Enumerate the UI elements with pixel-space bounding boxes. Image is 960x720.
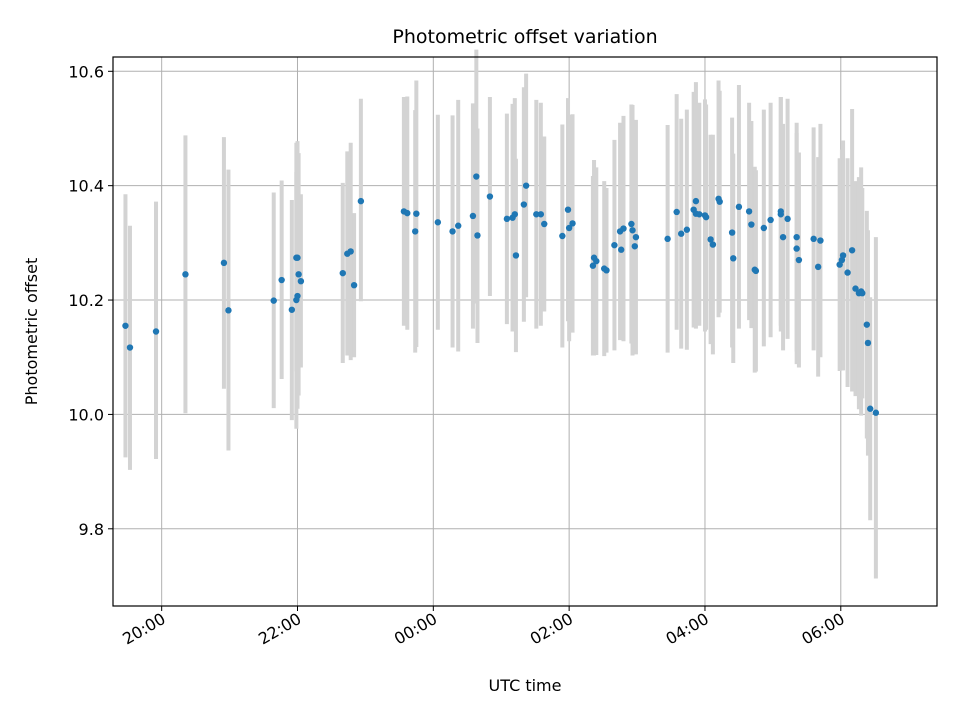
- data-point: [784, 215, 791, 223]
- data-point: [533, 211, 540, 218]
- data-point: [848, 247, 856, 254]
- data-point: [716, 198, 723, 205]
- data-point: [220, 259, 228, 267]
- data-point: [859, 289, 866, 297]
- data-point: [760, 224, 768, 232]
- data-point: [730, 255, 737, 262]
- data-point: [748, 221, 755, 228]
- data-point: [449, 228, 456, 235]
- data-point: [469, 212, 477, 220]
- data-point: [745, 208, 753, 215]
- data-point: [864, 339, 872, 347]
- data-point: [511, 211, 519, 218]
- data-point: [404, 209, 411, 217]
- data-point: [618, 246, 625, 253]
- data-point: [810, 235, 817, 243]
- data-point: [817, 237, 824, 244]
- data-point: [611, 241, 618, 249]
- data-point: [294, 292, 301, 300]
- data-points: [122, 173, 880, 416]
- data-point: [852, 285, 859, 292]
- data-point: [486, 193, 494, 200]
- data-point: [474, 232, 481, 239]
- data-point: [122, 322, 129, 329]
- data-point: [350, 281, 358, 289]
- data-point: [413, 210, 420, 217]
- data-point: [537, 211, 545, 218]
- data-point: [295, 271, 302, 278]
- data-point: [522, 182, 530, 189]
- data-point: [593, 257, 600, 265]
- data-point: [728, 229, 736, 236]
- data-point: [777, 208, 785, 215]
- data-point: [225, 307, 232, 314]
- chart-title: Photometric offset variation: [392, 26, 657, 48]
- data-point: [872, 409, 880, 416]
- data-point: [867, 405, 874, 412]
- data-point: [702, 213, 710, 221]
- y-tick-label: 10.4: [68, 177, 104, 196]
- data-point: [357, 197, 365, 205]
- data-point: [541, 220, 548, 228]
- data-point: [288, 306, 296, 313]
- data-point: [683, 226, 691, 233]
- data-point: [696, 211, 703, 218]
- data-point: [278, 276, 285, 284]
- data-point: [692, 197, 700, 205]
- data-point: [564, 206, 572, 213]
- data-point: [795, 256, 803, 264]
- data-point: [673, 208, 680, 216]
- data-point: [455, 222, 462, 229]
- data-point: [339, 269, 346, 277]
- data-point: [569, 220, 576, 227]
- data-point: [559, 232, 566, 240]
- data-point: [779, 233, 787, 241]
- data-point: [631, 243, 638, 250]
- data-point: [664, 235, 671, 243]
- data-point: [347, 248, 354, 255]
- data-point: [434, 219, 442, 226]
- data-point: [412, 228, 419, 235]
- data-point: [297, 277, 305, 285]
- data-point: [677, 230, 685, 237]
- data-point: [182, 271, 189, 278]
- data-point: [707, 236, 714, 243]
- data-point: [863, 321, 871, 328]
- x-axis-label: UTC time: [489, 676, 562, 695]
- data-point: [752, 267, 760, 275]
- data-point: [603, 267, 610, 274]
- data-point: [589, 262, 597, 269]
- data-point: [709, 241, 717, 248]
- data-point: [629, 227, 636, 234]
- data-point: [628, 220, 635, 228]
- data-point: [270, 297, 277, 304]
- data-point: [844, 269, 851, 276]
- data-point: [503, 215, 511, 223]
- y-tick-label: 10.0: [68, 405, 104, 424]
- data-point: [793, 245, 800, 252]
- data-point: [152, 328, 160, 335]
- data-point: [512, 252, 520, 259]
- data-point: [294, 254, 301, 261]
- data-point: [814, 263, 822, 271]
- y-axis-label: Photometric offset: [22, 258, 41, 406]
- y-axis-ticks: 9.8 10.0 10.2 10.4 10.6: [68, 62, 113, 539]
- data-point: [735, 203, 743, 211]
- data-point: [620, 225, 627, 232]
- y-tick-label: 9.8: [79, 520, 104, 539]
- data-point: [839, 252, 847, 259]
- data-point: [473, 173, 480, 180]
- data-point: [767, 216, 774, 224]
- data-point: [632, 233, 640, 241]
- data-point: [793, 233, 800, 241]
- y-tick-label: 10.6: [68, 62, 104, 81]
- data-point: [126, 344, 134, 351]
- plot-frame: [112, 56, 938, 607]
- data-point: [565, 224, 573, 232]
- y-tick-label: 10.2: [68, 291, 104, 310]
- data-point: [520, 201, 528, 208]
